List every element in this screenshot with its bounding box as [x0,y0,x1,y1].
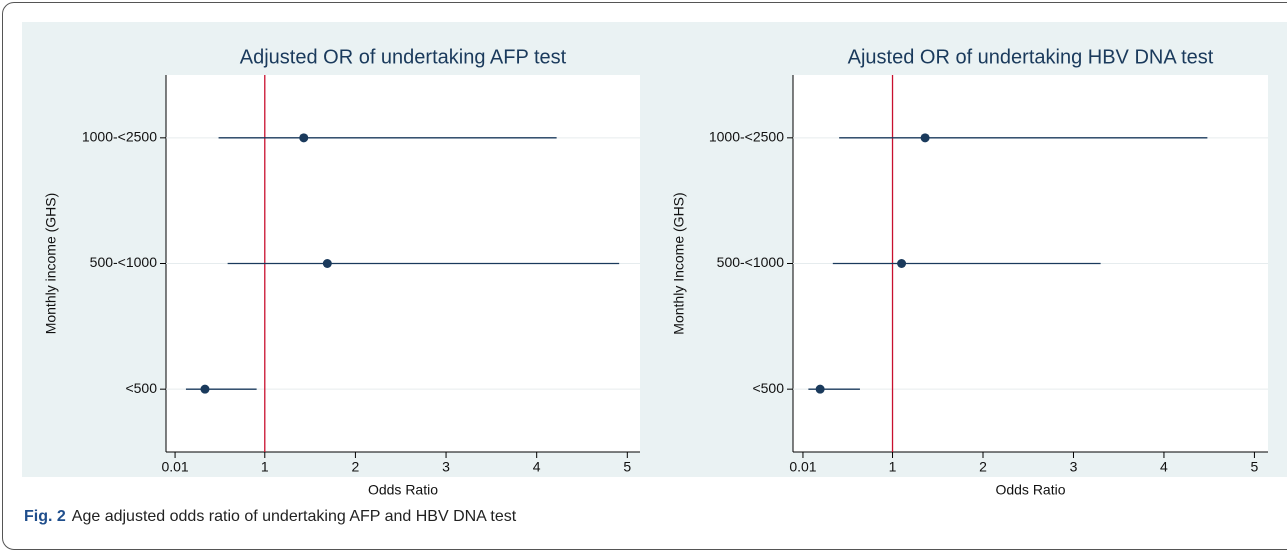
y-tick-label: 500-<1000 [90,254,158,270]
x-tick-label: 4 [533,459,541,475]
point-estimate [322,259,332,268]
point-estimate [200,384,210,394]
y-axis-label: Monthly income (GHS) [43,193,59,335]
x-tick-label: 5 [623,459,631,475]
y-tick-label: <500 [125,380,157,396]
x-tick-label: 2 [979,459,987,475]
caption: Fig. 2 Age adjusted odds ratio of underta… [24,508,516,526]
point-estimate [897,259,907,268]
x-axis-label: Odds Ratio [368,482,438,498]
point-estimate [920,133,930,143]
chart-title: Ajusted OR of undertaking HBV DNA test [848,46,1214,68]
x-tick-label: 3 [1070,459,1078,475]
y-tick-label: <500 [752,380,784,396]
x-tick-label: 0.01 [789,459,816,475]
x-tick-label: 4 [1160,459,1168,475]
caption-label: Fig. 2 [24,508,66,525]
x-tick-label: 0.01 [161,459,188,475]
point-estimate [299,133,309,143]
y-axis-label: Monthly Income (GHS) [671,192,687,334]
x-tick-label: 5 [1251,459,1259,475]
x-tick-label: 1 [889,459,897,475]
x-tick-label: 2 [352,459,360,475]
caption-text: Age adjusted odds ratio of undertaking A… [71,508,517,525]
chart: Adjusted OR of undertaking AFP test Odds … [22,22,1287,498]
x-tick-label: 1 [261,459,269,475]
point-estimate [815,384,825,394]
x-axis-label: Odds Ratio [995,482,1065,498]
x-tick-label: 3 [442,459,450,475]
y-tick-label: 1000-<2500 [82,129,157,145]
y-tick-label: 1000-<2500 [709,129,784,145]
chart-title: Adjusted OR of undertaking AFP test [240,46,567,68]
y-tick-label: 500-<1000 [717,254,785,270]
